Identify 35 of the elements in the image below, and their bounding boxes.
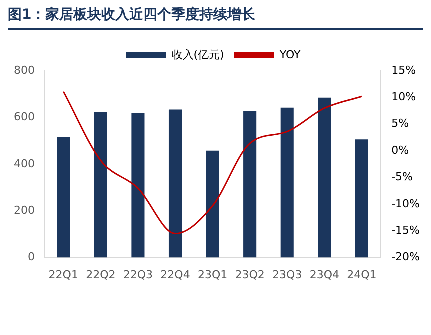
x-tick-label: 22Q4 <box>160 268 190 282</box>
bar <box>206 150 220 258</box>
x-tick-label: 22Q3 <box>123 268 154 282</box>
bar <box>244 111 257 258</box>
x-tick-label: 22Q2 <box>86 268 116 282</box>
y2-tick-label: 0% <box>392 144 410 157</box>
y-tick-label: 400 <box>14 157 35 170</box>
y2-tick-label: 10% <box>392 90 416 104</box>
x-tick-label: 23Q2 <box>235 268 265 282</box>
y-tick-label: 600 <box>14 110 35 124</box>
y2-tick-label: 15% <box>392 64 416 77</box>
x-tick-label: 24Q1 <box>347 268 377 282</box>
bar <box>355 140 368 258</box>
legend-label: YOY <box>278 48 302 62</box>
x-tick-label: 23Q1 <box>198 268 228 282</box>
y2-tick-label: 5% <box>392 117 410 130</box>
bar <box>57 137 70 258</box>
bar <box>132 113 145 258</box>
bar <box>280 108 294 258</box>
y2-tick-label: -15% <box>392 224 420 237</box>
y-tick-label: 0 <box>28 250 35 264</box>
y2-tick-label: -5% <box>392 170 414 184</box>
x-tick-label: 22Q1 <box>48 268 78 282</box>
y2-tick-label: -20% <box>392 250 420 264</box>
y-tick-label: 200 <box>14 204 35 217</box>
x-tick-label: 23Q4 <box>310 268 340 282</box>
legend-label: 收入(亿元) <box>172 48 224 62</box>
bar <box>94 112 108 258</box>
y2-tick-label: -10% <box>392 197 420 210</box>
y-tick-label: 800 <box>14 64 35 77</box>
x-tick-label: 23Q3 <box>272 268 302 282</box>
bar <box>318 98 332 258</box>
bar <box>168 110 182 258</box>
line-series <box>62 91 363 235</box>
chart-title: 图1：家居板块收入近四个季度持续增长 <box>8 6 423 30</box>
